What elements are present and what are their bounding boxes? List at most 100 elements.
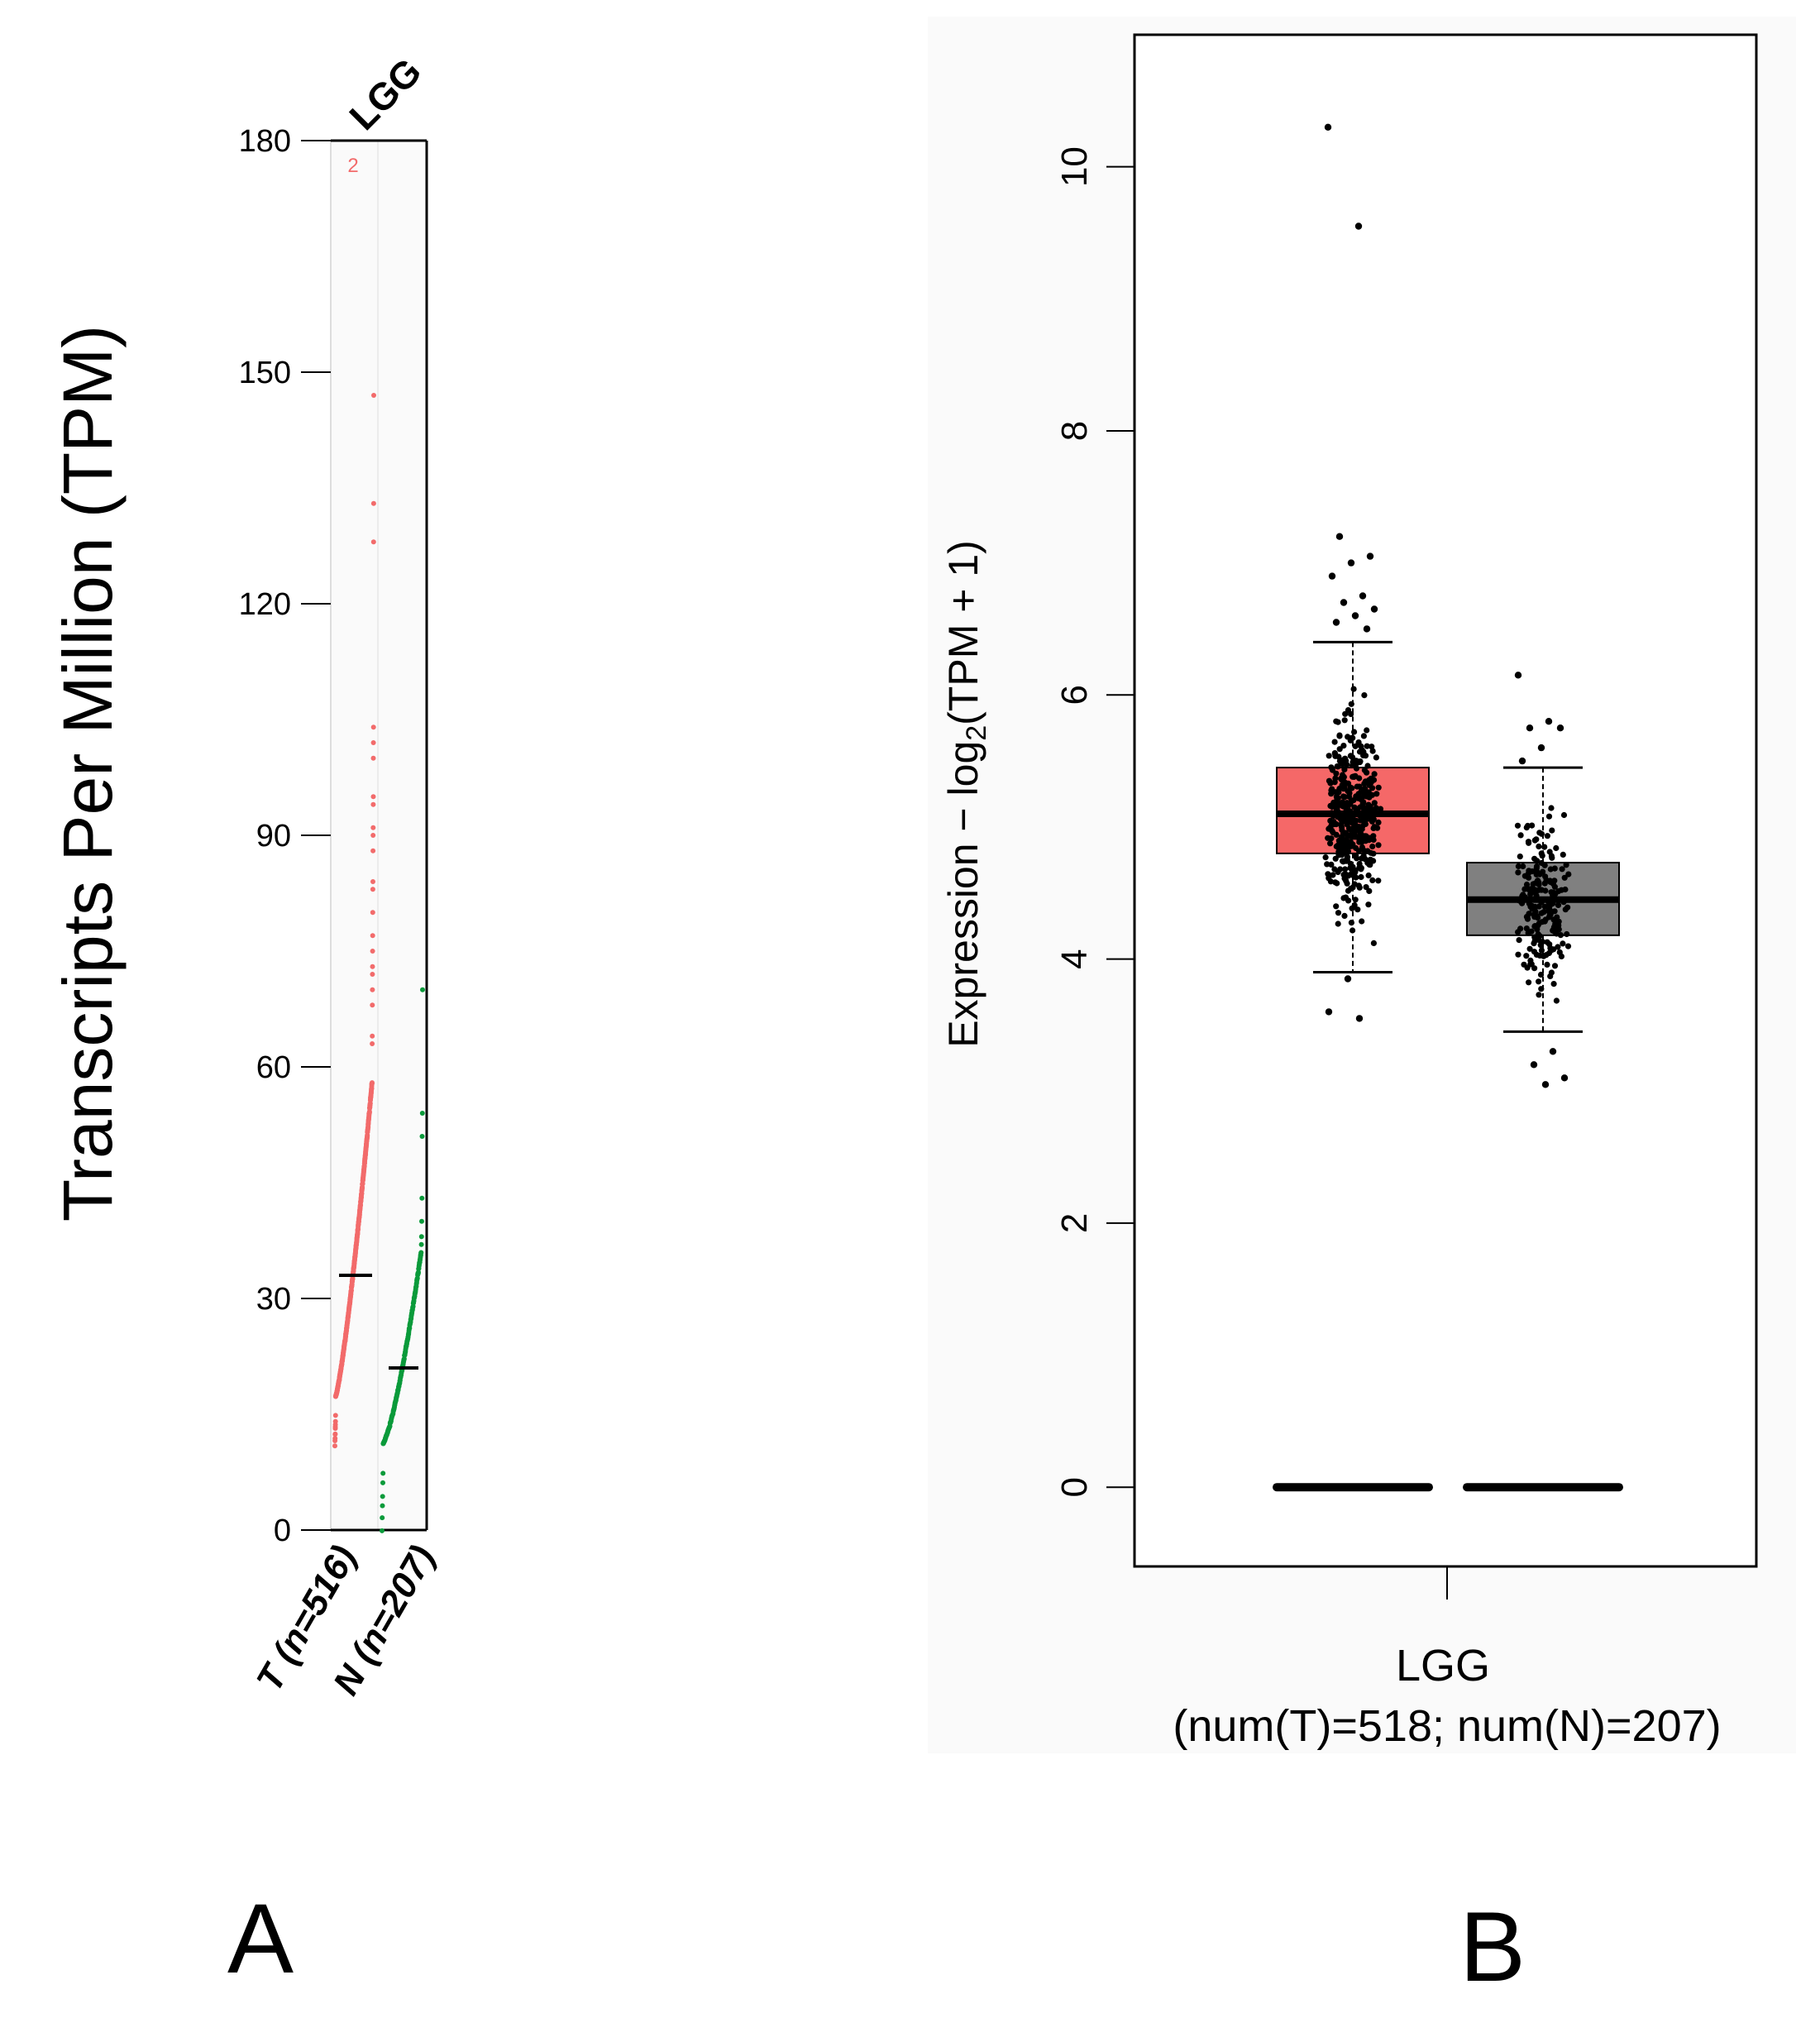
expression-point <box>1335 789 1342 796</box>
outlier-point <box>1351 612 1359 619</box>
outlier-point <box>1556 724 1564 732</box>
tumor-point <box>370 833 376 838</box>
expression-point <box>1360 853 1367 859</box>
expression-point <box>1531 837 1538 844</box>
tumor-point <box>370 887 375 892</box>
expression-point <box>1550 900 1556 907</box>
expression-point <box>1344 821 1350 828</box>
expression-point <box>1335 719 1341 725</box>
expression-point <box>1560 940 1566 947</box>
outlier-point <box>1332 619 1340 626</box>
expression-point <box>1530 881 1536 887</box>
outlier-point <box>1324 123 1332 131</box>
expression-point <box>1349 884 1356 891</box>
expression-point <box>1330 821 1337 828</box>
expression-point <box>1341 717 1348 724</box>
expression-point <box>1359 918 1365 925</box>
expression-point <box>1370 816 1377 823</box>
y-tick-label: 30 <box>256 1282 291 1317</box>
expression-point <box>1336 746 1343 753</box>
expression-point <box>1341 842 1348 849</box>
expression-point <box>1347 833 1354 839</box>
expression-point <box>1347 817 1354 824</box>
outlier-point <box>1347 559 1355 567</box>
tumor-point <box>370 500 376 506</box>
expression-point <box>1351 901 1358 909</box>
expression-point <box>1520 863 1526 870</box>
expression-point <box>1345 849 1351 855</box>
expression-point <box>1544 833 1550 839</box>
expression-point <box>1324 861 1330 868</box>
tumor-point <box>370 1041 375 1046</box>
expression-point <box>1340 743 1347 749</box>
expression-point <box>1540 868 1546 875</box>
outlier-point <box>1355 1015 1364 1022</box>
expression-point <box>1530 896 1536 902</box>
expression-point <box>1354 809 1360 815</box>
expression-point <box>1547 973 1554 979</box>
normal-point <box>419 1134 425 1139</box>
expression-point <box>1537 971 1545 978</box>
expression-point <box>1326 753 1332 759</box>
expression-point <box>1336 732 1343 739</box>
normal-point <box>380 1503 385 1509</box>
expression-point <box>1538 986 1545 992</box>
expression-point <box>1553 997 1560 1004</box>
expression-point <box>1536 952 1543 959</box>
outlier-point <box>1344 975 1352 983</box>
expression-point <box>1537 942 1544 949</box>
expression-point <box>1364 763 1371 769</box>
expression-point <box>1364 848 1371 854</box>
expression-point <box>1563 862 1569 868</box>
expression-point <box>1347 753 1354 759</box>
expression-point <box>1328 861 1335 868</box>
expression-point <box>1550 889 1556 896</box>
expression-point <box>1551 877 1558 884</box>
y-tick-label: 8 <box>1054 421 1095 441</box>
expression-point <box>1538 830 1545 837</box>
y-tick-label: 0 <box>1054 1477 1095 1497</box>
expression-point <box>1351 804 1358 811</box>
y-label-subscript: 2 <box>961 725 992 741</box>
expression-point <box>1349 734 1356 741</box>
panel-b-chart: 0 2 4 6 8 10 LGG (num(T)=518; num(N)=207) Exp… <box>928 17 1796 2002</box>
expression-point <box>1538 850 1545 857</box>
expression-point <box>1348 812 1354 820</box>
panel-b-x-sublabel: (num(T)=518; num(N)=207) <box>1173 1701 1721 1751</box>
tumor-point <box>370 933 375 939</box>
expression-point <box>1359 747 1365 753</box>
expression-point <box>1523 825 1530 831</box>
y-tick-label: 120 <box>239 587 291 622</box>
tumor-point <box>370 987 375 992</box>
expression-point <box>1564 943 1572 949</box>
y-label-post: (TPM + 1) <box>940 540 986 725</box>
expression-point <box>1353 765 1360 772</box>
y-tick-label: 180 <box>239 124 291 159</box>
normal-point <box>418 1250 424 1255</box>
expression-point <box>1534 868 1541 875</box>
expression-point <box>1339 826 1345 834</box>
expression-point <box>1355 882 1362 889</box>
panel-b-y-axis: 0 2 4 6 8 10 <box>1054 146 1135 1497</box>
expression-point <box>1354 855 1360 862</box>
panel-b-plot-area <box>1133 33 1758 1568</box>
y-tick-label: 10 <box>1054 146 1095 187</box>
y-label-pre: Expression − log <box>940 741 986 1048</box>
expression-point <box>1345 707 1352 714</box>
panel-a-title: LGG <box>341 50 429 138</box>
expression-point <box>1529 822 1536 829</box>
expression-point <box>1364 727 1370 734</box>
tumor-point <box>332 1431 338 1437</box>
tumor-point <box>370 964 375 969</box>
outlier-point <box>1354 222 1363 230</box>
outlier-point <box>1328 572 1336 580</box>
normal-point <box>419 1195 425 1201</box>
tumor-point <box>370 794 376 800</box>
expression-point <box>1327 840 1334 847</box>
expression-point <box>1351 729 1358 735</box>
y-tick-label: 150 <box>239 356 291 390</box>
expression-point <box>1536 978 1542 985</box>
expression-point <box>1341 766 1348 773</box>
expression-point <box>1541 903 1548 910</box>
expression-point <box>1335 849 1342 855</box>
